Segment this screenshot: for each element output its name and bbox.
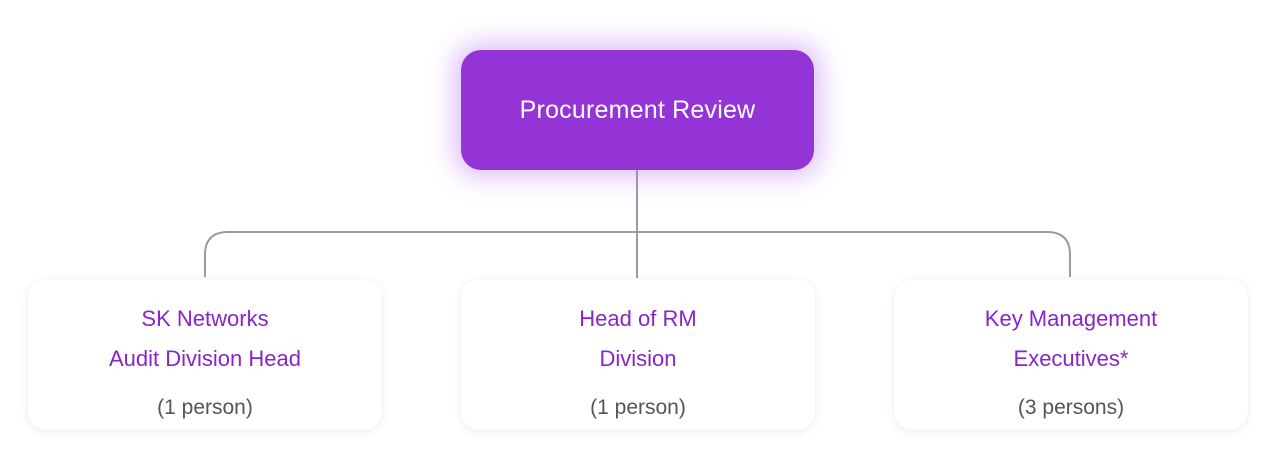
- child-node-title-line1: SK Networks: [141, 306, 269, 331]
- child-node-title-line1: Head of RM: [579, 306, 697, 331]
- child-node-count: (1 person): [590, 396, 686, 419]
- child-node-title-line2: Audit Division Head: [109, 346, 301, 371]
- child-node-count: (1 person): [157, 396, 253, 419]
- child-node-audit-division-head: SK Networks Audit Division Head (1 perso…: [28, 279, 382, 430]
- child-node-title-line1: Key Management: [984, 306, 1158, 331]
- root-node-procurement-review: Procurement Review: [461, 50, 814, 170]
- child-node-title-line2: Division: [599, 346, 677, 371]
- connector-branch-right: [637, 231, 1071, 277]
- child-node-title-line2: Executives*: [1013, 346, 1129, 371]
- root-node-title: Procurement Review: [519, 95, 756, 124]
- child-node-count: (3 persons): [1017, 396, 1125, 419]
- child-node-key-management-executives: Key Management Executives* (3 persons): [894, 279, 1248, 430]
- connector-branch-left: [204, 231, 637, 277]
- child-node-head-of-rm-division: Head of RM Division (1 person): [461, 279, 815, 430]
